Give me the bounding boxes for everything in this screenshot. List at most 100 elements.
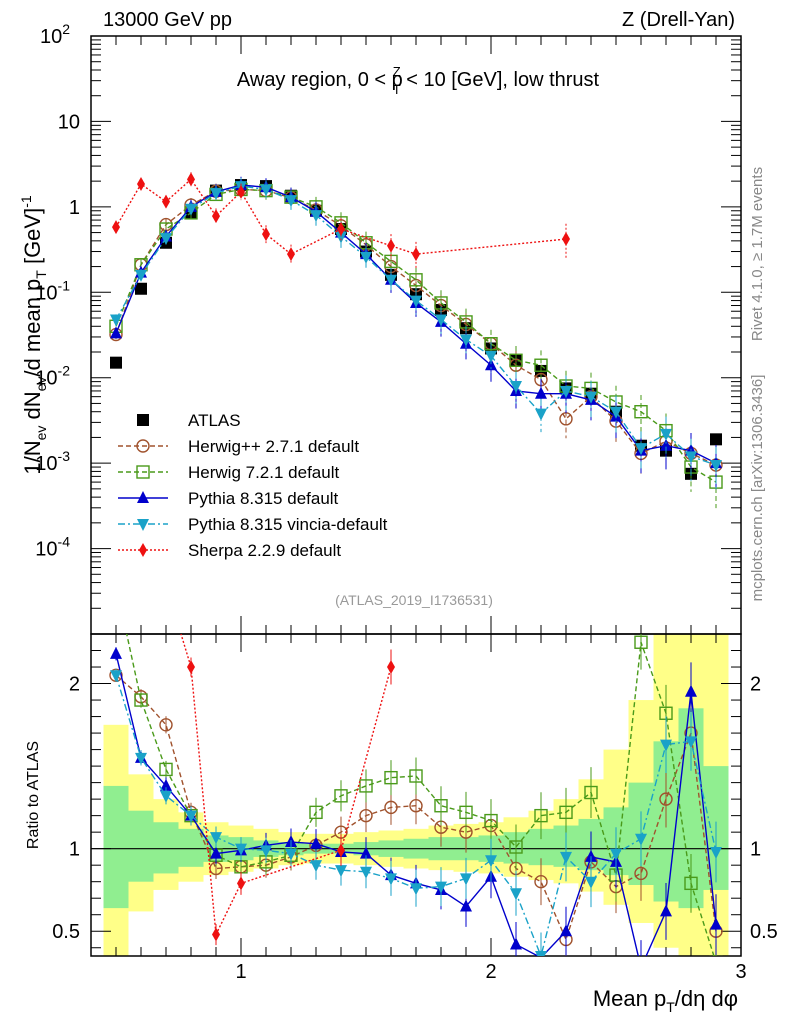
ratio-point (235, 843, 247, 856)
data-point (387, 238, 395, 253)
x-tick-label: 3 (735, 961, 746, 983)
ratio-point (509, 840, 523, 854)
data-point (585, 391, 597, 404)
ratio-point (310, 836, 322, 849)
legend-label: Pythia 8.315 default (188, 489, 339, 508)
ratio-point (534, 874, 548, 889)
ratio-point (485, 855, 497, 868)
legend-label: ATLAS (188, 411, 241, 430)
ratio-point (134, 693, 148, 707)
data-point (337, 222, 345, 237)
legend: ATLAS Herwig++ 2.7.1 default Herwig 7.2.1 … (118, 411, 388, 560)
data-point (137, 177, 145, 192)
ratio-point (585, 849, 597, 862)
plot-title: Away region, 0 < pZ T < 10 [GeV], low thr… (237, 64, 600, 97)
ratio-point (659, 792, 673, 806)
ratio-point (410, 883, 422, 896)
ratio-point (160, 778, 172, 791)
ratio-point (460, 873, 472, 886)
ratio-point (460, 899, 472, 912)
main-series-layer (109, 172, 723, 509)
data-point (310, 210, 322, 223)
ratio-point (359, 808, 373, 823)
ratio-point (434, 799, 448, 813)
legend-item: Herwig 7.2.1 default (118, 463, 339, 482)
ratio-point (285, 848, 297, 861)
data-point (410, 295, 422, 308)
series-line (115, 178, 567, 255)
ratio-point (160, 790, 172, 803)
ratio-point (210, 832, 222, 845)
ratio-point (185, 810, 197, 823)
ratio-point (634, 635, 648, 649)
data-point (412, 247, 420, 262)
legend-marker (137, 414, 149, 426)
data-point (660, 428, 672, 441)
ratio-point (634, 866, 648, 881)
data-point (562, 232, 570, 247)
x-tick-label: 1 (235, 961, 246, 983)
ratio-band-inner (153, 822, 179, 874)
ratio-point (560, 924, 572, 937)
legend-marker (136, 465, 150, 479)
ratio-series-layer (109, 577, 723, 956)
ratio-point (534, 808, 548, 823)
data-point (210, 188, 222, 201)
ratio-point (159, 718, 173, 732)
ratio-point (334, 789, 348, 803)
ratio-point (309, 805, 323, 820)
legend-marker (137, 491, 149, 503)
ratio-point (660, 739, 672, 752)
ratio-tick-label-left: 1 (69, 839, 80, 861)
data-point (660, 438, 672, 451)
series-herwig-7-2-1-default (109, 181, 723, 509)
data-point (260, 184, 272, 197)
data-point (510, 380, 522, 393)
data-point (634, 405, 648, 419)
data-point (435, 314, 447, 327)
y-tick-label: 10-2 (35, 363, 70, 390)
ratio-point (685, 684, 697, 697)
ratio-point (310, 860, 322, 873)
ratio-point (260, 845, 272, 858)
data-point (285, 195, 297, 208)
legend-item: Pythia 8.315 vincia-default (118, 515, 388, 534)
ratio-tick-label-left: 2 (69, 674, 80, 696)
ratio-point (709, 955, 723, 956)
data-point (535, 386, 547, 399)
mcplots-label: mcplots.cern.ch [arXiv:1306.3436] (749, 375, 766, 602)
legend-label: Sherpa 2.2.9 default (188, 541, 341, 560)
legend-marker (137, 519, 149, 531)
ratio-point (159, 762, 173, 777)
ratio-point (212, 927, 220, 942)
ratio-point (162, 577, 170, 591)
data-point (135, 282, 147, 295)
data-point (287, 247, 295, 262)
ratio-point (385, 873, 397, 886)
axes-ticks: 1 2 3 10-4 10-3 10-2 10-1 1 10 102 0.5 0.5 1 1 2 2 (35, 21, 778, 983)
ratio-point (360, 866, 372, 879)
ratio-point (110, 646, 122, 659)
collision-label: 13000 GeV pp (103, 9, 232, 31)
data-point (110, 356, 122, 369)
y-tick-label: 10 (58, 111, 80, 133)
data-point (610, 406, 622, 419)
data-point (185, 203, 197, 216)
process-label: Z (Drell-Yan) (622, 9, 735, 31)
ratio-point (584, 785, 598, 800)
data-point (484, 337, 498, 351)
legend-label: Herwig 7.2.1 default (188, 463, 339, 482)
ratio-series-sherpa-2-2-9-default (162, 577, 395, 946)
y-tick-label: 1 (69, 197, 80, 219)
ratio-y-axis-label: Ratio to ATLAS (25, 741, 42, 849)
data-point (135, 269, 147, 282)
ratio-point (685, 736, 697, 749)
ratio-tick-label-right: 2 (750, 674, 761, 696)
data-point (534, 358, 548, 372)
data-point (560, 385, 572, 398)
data-point (485, 350, 497, 363)
ratio-band-inner (178, 828, 204, 867)
data-point (385, 274, 397, 287)
ratio-point (535, 951, 547, 956)
